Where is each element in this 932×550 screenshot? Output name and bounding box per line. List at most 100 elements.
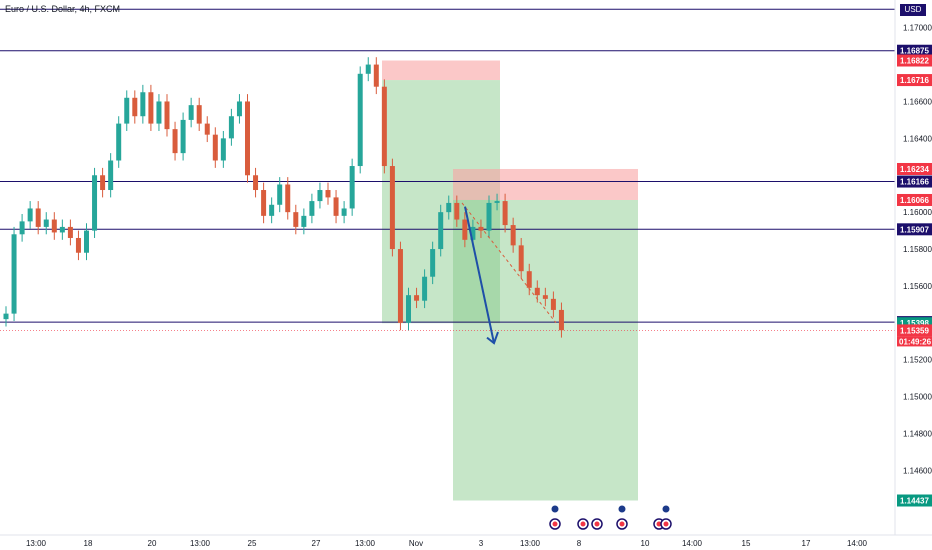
candle-body	[285, 184, 291, 213]
candle-body	[349, 166, 355, 209]
price-badge-label: 1.16822	[900, 57, 929, 66]
candle-body	[414, 295, 420, 301]
candle-body	[438, 212, 444, 250]
price-tick-label: 1.15600	[903, 282, 932, 291]
candle-body	[454, 202, 460, 220]
time-tick-label: 20	[148, 539, 157, 548]
position-2-stop-zone	[453, 168, 638, 200]
candle-body	[35, 208, 41, 227]
candle-body	[494, 201, 500, 203]
candle-body	[534, 287, 540, 296]
candle-body	[341, 208, 347, 216]
time-tick-label: 13:00	[355, 539, 376, 548]
event-marker-top	[550, 504, 560, 514]
candle-body	[269, 204, 275, 216]
time-tick-label: 14:00	[682, 539, 703, 548]
countdown-badge	[897, 336, 932, 347]
price-badge-label: 1.15398	[900, 319, 929, 328]
economic-event-dot	[594, 521, 600, 527]
countdown-label: 01:49:26	[899, 337, 932, 346]
candle-body	[526, 271, 532, 288]
economic-event-dot	[663, 521, 669, 527]
candle-body	[470, 226, 476, 240]
price-tick-label: 1.15800	[903, 245, 932, 254]
candle-body	[542, 295, 548, 299]
price-badge	[897, 54, 932, 67]
symbol-title[interactable]: Euro / U.S. Dollar, 4h, FXCM	[5, 4, 121, 14]
candle-body	[373, 64, 379, 87]
time-tick-label: 8	[577, 539, 582, 548]
economic-event-dot	[552, 521, 558, 527]
price-badge-label: 1.14437	[900, 497, 929, 506]
price-axis	[895, 0, 932, 550]
time-tick-label: 14:00	[847, 539, 868, 548]
price-tick-label: 1.17000	[903, 24, 932, 33]
price-tick-label: 1.14800	[903, 430, 932, 439]
time-tick-label: 15	[742, 539, 751, 548]
candle-body	[486, 202, 492, 231]
price-badge	[897, 324, 932, 337]
price-badge-label: 1.16166	[900, 178, 929, 187]
candle-body	[188, 105, 194, 120]
price-badge-label: 1.16716	[900, 76, 929, 85]
position-1-stop-zone	[382, 60, 500, 81]
candle-body	[325, 190, 331, 198]
candle-body	[357, 73, 363, 167]
price-badge	[897, 193, 932, 206]
candle-body	[550, 298, 556, 310]
economic-event-dot	[580, 521, 586, 527]
candle-body	[148, 92, 154, 124]
candle-body	[301, 215, 307, 227]
price-tick-label: 1.15200	[903, 356, 932, 365]
time-tick-label: Nov	[409, 539, 423, 548]
candle-body	[27, 208, 33, 222]
candle-body	[558, 309, 564, 331]
candle-body	[67, 226, 73, 238]
candle-body	[43, 219, 49, 227]
candle-body	[220, 138, 226, 161]
economic-event-dot	[619, 521, 625, 527]
candle-body	[11, 234, 17, 314]
candle-body	[140, 92, 146, 117]
candle-body	[389, 166, 395, 250]
candle-body	[510, 225, 516, 246]
time-tick-label: 25	[248, 539, 257, 548]
event-marker-top	[617, 504, 627, 514]
candle-body	[502, 201, 508, 226]
price-badge-label: 1.16066	[900, 196, 929, 205]
candle-body	[19, 221, 25, 235]
price-tick-label: 1.16400	[903, 134, 932, 143]
time-tick-label: 17	[802, 539, 811, 548]
candle-body	[212, 134, 218, 161]
time-tick-label: 27	[312, 539, 321, 548]
trend-arrow	[464, 206, 495, 344]
candle-body	[75, 237, 81, 253]
candle-body	[381, 86, 387, 167]
time-tick-label: 18	[84, 539, 93, 548]
candle-body	[261, 190, 267, 216]
price-badge	[897, 44, 932, 57]
time-tick-label: 13:00	[520, 539, 541, 548]
position-2-target-zone	[453, 199, 638, 501]
candle-body	[430, 249, 436, 277]
candle-body	[245, 101, 250, 176]
price-tick-label: 1.14600	[903, 466, 932, 475]
candle-body	[253, 175, 259, 191]
time-tick-label: 3	[479, 539, 484, 548]
currency-badge[interactable]: USD	[900, 4, 926, 16]
candle-body	[462, 219, 468, 240]
price-tick-label: 1.16600	[903, 97, 932, 106]
candle-body	[164, 101, 170, 130]
candle-body	[116, 123, 122, 161]
candle-body	[59, 226, 65, 233]
price-badge-label: 1.15359	[900, 326, 929, 335]
price-tick-label: 1.16000	[903, 208, 932, 217]
candle-body	[333, 197, 339, 216]
price-tick-label: 1.15000	[903, 393, 932, 402]
candle-body	[277, 184, 283, 205]
candle-body	[156, 101, 162, 124]
candle-body	[132, 97, 138, 117]
price-badge	[897, 494, 932, 507]
